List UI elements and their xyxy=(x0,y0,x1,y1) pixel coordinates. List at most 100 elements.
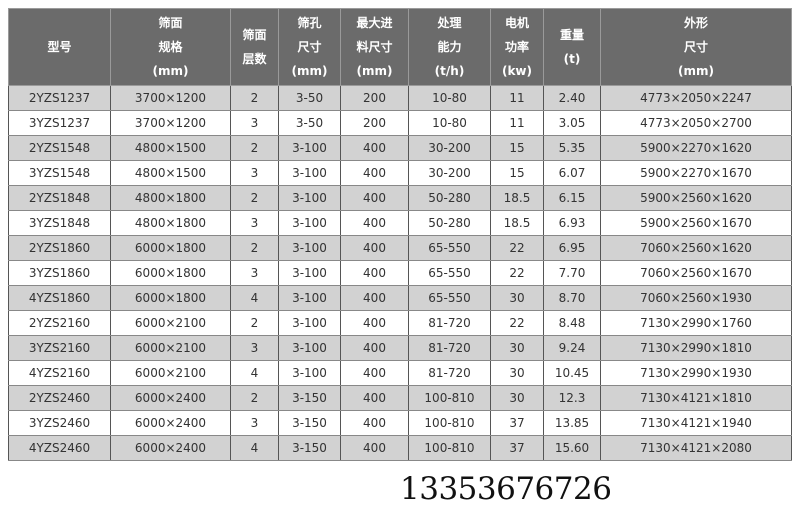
table-cell: 5.35 xyxy=(543,135,601,161)
column-header: 筛面规格 (mm) xyxy=(110,8,231,86)
header-line: 功率 xyxy=(504,40,529,54)
header-line: 料尺寸 xyxy=(356,40,393,54)
table-row: 2YZS1237 3700×1200 2 3-50 200 10-80 11 2.40 4773… xyxy=(8,85,792,111)
table-cell: 400 xyxy=(340,135,409,161)
table-cell: 15 xyxy=(490,135,544,161)
column-header: 外形 尺寸 (mm) xyxy=(600,8,792,86)
table-cell: 37 xyxy=(490,435,544,461)
table-cell: 3 xyxy=(230,335,279,361)
table-row: 3YZS2160 6000×2100 3 3-100 400 81-720 30 9.24 71… xyxy=(8,335,792,361)
table-cell: 3YZS2160 xyxy=(8,335,111,361)
column-header: 处理 能力 (t/h) xyxy=(408,8,491,86)
table-cell: 4773×2050×2700 xyxy=(600,110,792,136)
table-cell: 400 xyxy=(340,285,409,311)
table-cell: 50-280 xyxy=(408,210,491,236)
table-cell: 9.24 xyxy=(543,335,601,361)
column-header: 筛孔 尺寸 (mm) xyxy=(278,8,341,86)
table-cell: 11 xyxy=(490,85,544,111)
table-cell: 8.70 xyxy=(543,285,601,311)
column-header: 最大进 料尺寸 (mm) xyxy=(340,8,409,86)
spec-table: 型号 筛面 规格 (mm) 筛面 层数 筛孔 尺寸 (mm) 最大进 料尺寸 (mm) 处理 能力 (t/h… xyxy=(8,8,792,461)
table-cell: 4YZS2460 xyxy=(8,435,111,461)
header-line: (mm) xyxy=(356,64,393,78)
table-cell: 81-720 xyxy=(408,335,491,361)
table-cell: 3-100 xyxy=(278,360,341,386)
table-cell: 200 xyxy=(340,85,409,111)
table-cell: 3YZS2460 xyxy=(8,410,111,436)
table-cell: 18.5 xyxy=(490,210,544,236)
table-cell: 3-100 xyxy=(278,135,341,161)
table-cell: 10.45 xyxy=(543,360,601,386)
table-cell: 3700×1200 xyxy=(110,110,231,136)
table-row: 4YZS1860 6000×1800 4 3-100 400 65-550 30 8.70 70… xyxy=(8,285,792,311)
table-cell: 65-550 xyxy=(408,260,491,286)
table-row: 3YZS2460 6000×2400 3 3-150 400 100-810 37 13.85… xyxy=(8,410,792,436)
table-cell: 2 xyxy=(230,135,279,161)
header-row: 型号 筛面 规格 (mm) 筛面 层数 筛孔 尺寸 (mm) 最大进 料尺寸 (mm) 处理 能力 (t/h… xyxy=(8,8,792,86)
table-row: 2YZS1848 4800×1800 2 3-100 400 50-280 18.5 6.15… xyxy=(8,185,792,211)
table-cell: 3 xyxy=(230,210,279,236)
table-cell: 6000×1800 xyxy=(110,235,231,261)
table-cell: 11 xyxy=(490,110,544,136)
table-cell: 81-720 xyxy=(408,310,491,336)
header-line: 筛孔 xyxy=(297,16,322,30)
column-header: 筛面 层数 xyxy=(230,8,279,86)
table-cell: 3-100 xyxy=(278,310,341,336)
table-cell: 4800×1800 xyxy=(110,185,231,211)
table-cell: 3-150 xyxy=(278,385,341,411)
table-cell: 15.60 xyxy=(543,435,601,461)
table-cell: 3YZS1548 xyxy=(8,160,111,186)
table-cell: 18.5 xyxy=(490,185,544,211)
table-cell: 4800×1800 xyxy=(110,210,231,236)
table-cell: 6.95 xyxy=(543,235,601,261)
table-row: 2YZS1860 6000×1800 2 3-100 400 65-550 22 6.95 70… xyxy=(8,235,792,261)
table-cell: 3 xyxy=(230,110,279,136)
table-cell: 3-100 xyxy=(278,185,341,211)
table-cell: 3-100 xyxy=(278,235,341,261)
table-cell: 5900×2270×1620 xyxy=(600,135,792,161)
table-cell: 3-100 xyxy=(278,160,341,186)
table-cell: 13.85 xyxy=(543,410,601,436)
table-cell: 4 xyxy=(230,435,279,461)
table-cell: 400 xyxy=(340,435,409,461)
table-cell: 3-150 xyxy=(278,435,341,461)
table-cell: 400 xyxy=(340,210,409,236)
table-cell: 2YZS1237 xyxy=(8,85,111,111)
table-cell: 2YZS1848 xyxy=(8,185,111,211)
table-cell: 400 xyxy=(340,385,409,411)
table-cell: 12.3 xyxy=(543,385,601,411)
table-row: 2YZS2460 6000×2400 2 3-150 400 100-810 30 12.3 7… xyxy=(8,385,792,411)
table-cell: 30-200 xyxy=(408,160,491,186)
header-line: 筛面 xyxy=(158,16,183,30)
table-cell: 65-550 xyxy=(408,285,491,311)
table-cell: 5900×2560×1620 xyxy=(600,185,792,211)
header-line: 规格 xyxy=(158,40,183,54)
table-cell: 22 xyxy=(490,235,544,261)
table-cell: 7130×2990×1810 xyxy=(600,335,792,361)
table-cell: 7130×4121×1810 xyxy=(600,385,792,411)
table-cell: 3 xyxy=(230,160,279,186)
table-cell: 81-720 xyxy=(408,360,491,386)
table-cell: 6000×2400 xyxy=(110,410,231,436)
header-line: (mm) xyxy=(678,64,714,78)
table-cell: 400 xyxy=(340,235,409,261)
table-cell: 2 xyxy=(230,310,279,336)
header-line: (mm) xyxy=(152,64,189,78)
column-header: 重量 (t) xyxy=(543,8,601,86)
table-cell: 7130×4121×1940 xyxy=(600,410,792,436)
table-cell: 2YZS2160 xyxy=(8,310,111,336)
table-cell: 2YZS1548 xyxy=(8,135,111,161)
table-cell: 3-50 xyxy=(278,85,341,111)
header-line: (kw) xyxy=(501,64,533,78)
table-cell: 7060×2560×1670 xyxy=(600,260,792,286)
table-cell: 4800×1500 xyxy=(110,135,231,161)
table-cell: 3-100 xyxy=(278,210,341,236)
header-line: (mm) xyxy=(291,64,328,78)
table-cell: 100-810 xyxy=(408,385,491,411)
table-cell: 400 xyxy=(340,185,409,211)
column-header: 电机 功率 (kw) xyxy=(490,8,544,86)
table-cell: 30 xyxy=(490,285,544,311)
table-cell: 100-810 xyxy=(408,410,491,436)
table-cell: 4YZS1860 xyxy=(8,285,111,311)
table-cell: 100-810 xyxy=(408,435,491,461)
